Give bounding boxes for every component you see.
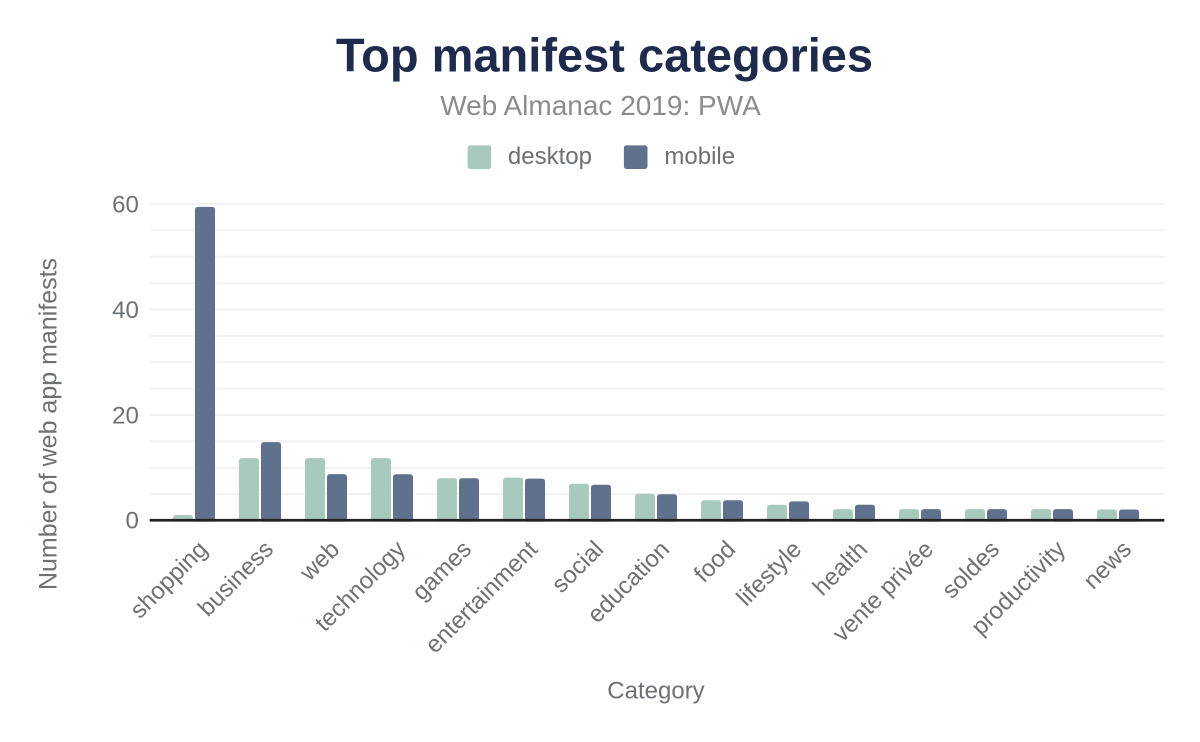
svg-text:mobile: mobile: [664, 143, 735, 170]
svg-text:40: 40: [112, 297, 139, 324]
svg-text:0: 0: [125, 508, 138, 535]
svg-text:60: 60: [112, 191, 139, 218]
svg-text:Top manifest categories: Top manifest categories: [336, 28, 873, 81]
svg-text:Number of web app manifests: Number of web app manifests: [35, 258, 63, 590]
svg-text:20: 20: [112, 402, 139, 429]
svg-text:Web Almanac 2019: PWA: Web Almanac 2019: PWA: [440, 90, 761, 121]
svg-text:Category: Category: [607, 678, 704, 705]
svg-text:desktop: desktop: [508, 143, 592, 170]
